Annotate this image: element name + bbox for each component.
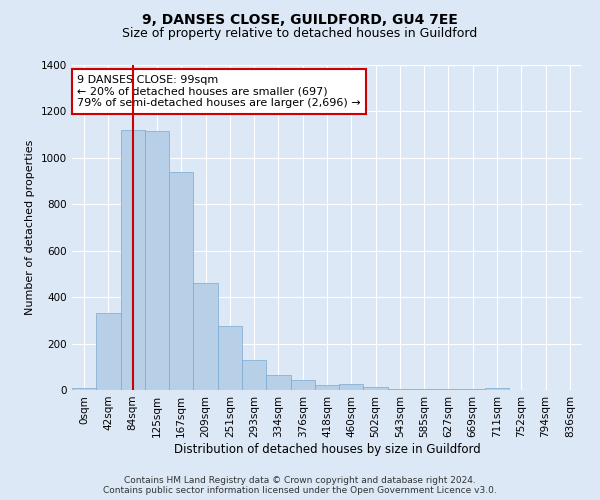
Text: Contains HM Land Registry data © Crown copyright and database right 2024.
Contai: Contains HM Land Registry data © Crown c…	[103, 476, 497, 495]
Y-axis label: Number of detached properties: Number of detached properties	[25, 140, 35, 315]
Text: 9, DANSES CLOSE, GUILDFORD, GU4 7EE: 9, DANSES CLOSE, GUILDFORD, GU4 7EE	[142, 12, 458, 26]
Bar	[193, 283, 218, 390]
Bar	[388, 389, 412, 390]
Bar	[121, 130, 145, 390]
Bar	[218, 326, 242, 390]
Bar	[364, 386, 388, 390]
Bar	[72, 388, 96, 390]
Bar	[315, 386, 339, 390]
Bar	[485, 388, 509, 390]
Bar	[242, 360, 266, 390]
Bar	[145, 131, 169, 390]
Bar	[266, 375, 290, 390]
Bar	[339, 384, 364, 390]
Text: Size of property relative to detached houses in Guildford: Size of property relative to detached ho…	[122, 28, 478, 40]
Bar	[96, 314, 121, 390]
Text: 9 DANSES CLOSE: 99sqm
← 20% of detached houses are smaller (697)
79% of semi-det: 9 DANSES CLOSE: 99sqm ← 20% of detached …	[77, 74, 361, 108]
Bar	[290, 380, 315, 390]
Bar	[436, 389, 461, 390]
Bar	[412, 389, 436, 390]
Bar	[169, 172, 193, 390]
X-axis label: Distribution of detached houses by size in Guildford: Distribution of detached houses by size …	[173, 442, 481, 456]
